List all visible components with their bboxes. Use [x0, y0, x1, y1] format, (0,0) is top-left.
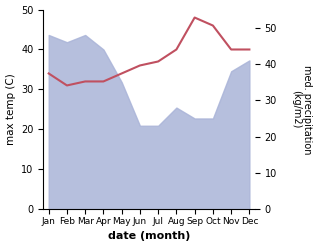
- Y-axis label: med. precipitation
(kg/m2): med. precipitation (kg/m2): [291, 65, 313, 154]
- Y-axis label: max temp (C): max temp (C): [5, 74, 16, 145]
- X-axis label: date (month): date (month): [108, 231, 190, 242]
